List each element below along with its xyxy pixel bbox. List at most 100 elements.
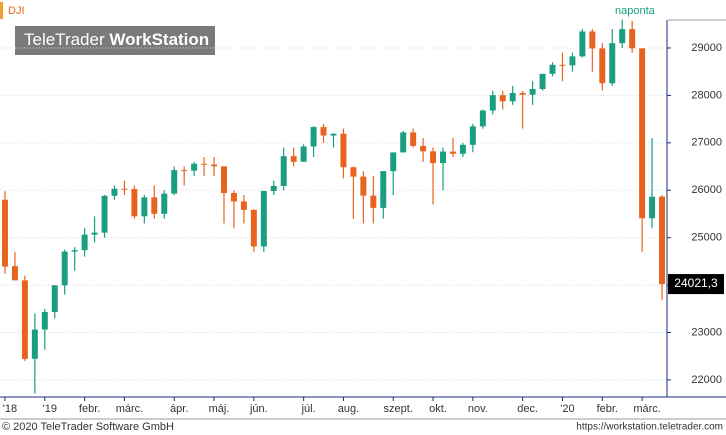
candle-body (230, 192, 237, 202)
candle-body (509, 92, 516, 102)
candle-body (330, 133, 337, 136)
candle-body (539, 73, 546, 89)
candle-body (599, 48, 606, 84)
candle-body (629, 29, 636, 49)
x-tick-label: márc. (633, 403, 661, 415)
candle-body (659, 196, 666, 285)
candle-body (300, 146, 307, 162)
interval-label: naponta (615, 5, 656, 17)
candle-body (171, 170, 178, 194)
candle-body (81, 234, 88, 251)
logo-brand: TeleTrader (24, 30, 105, 49)
candle-body (191, 163, 198, 171)
candle-body (479, 110, 486, 127)
candle-body (559, 64, 566, 66)
candle-body (320, 127, 327, 136)
y-tick-label: 23000 (691, 326, 722, 338)
y-tick-label: 27000 (691, 137, 722, 149)
x-tick-label: '19 (43, 403, 57, 415)
candle-body (221, 166, 227, 193)
candle-body (459, 144, 466, 154)
candle-body (489, 95, 496, 111)
y-tick-label: 29000 (691, 42, 722, 54)
candle-body (390, 152, 397, 172)
candle-body (1, 199, 8, 267)
candle-body (71, 250, 78, 252)
candle-body (11, 266, 18, 281)
candle-body (549, 64, 556, 74)
last-price-box (668, 274, 724, 295)
candle-body (639, 48, 646, 219)
candle-body (141, 197, 148, 217)
y-tick-label: 28000 (691, 89, 722, 101)
x-tick-label: febr. (597, 403, 618, 415)
x-tick-label: '18 (3, 403, 17, 415)
candle-body (380, 171, 387, 208)
candle-body (201, 163, 208, 165)
candle-body (440, 151, 446, 164)
y-tick-label: 26000 (691, 184, 722, 196)
candle-body (280, 156, 287, 186)
candle-body (649, 196, 656, 219)
x-tick-label: okt. (429, 403, 447, 415)
legend-entry: DJI (8, 5, 25, 17)
candle-body (51, 285, 58, 312)
candle-body (569, 56, 576, 66)
x-tick-label: szept. (384, 403, 413, 415)
candle-body (619, 29, 626, 44)
candle-body (400, 132, 407, 153)
copyright: © 2020 TeleTrader Software GmbH (2, 421, 174, 433)
x-tick-label: febr. (79, 403, 100, 415)
candle-body (529, 88, 536, 95)
candle-body (121, 188, 128, 190)
candle-body (240, 201, 247, 210)
candle-body (41, 311, 48, 330)
candle-body (370, 195, 377, 208)
logo-product: WorkStation (109, 30, 209, 49)
candle-body (609, 43, 616, 84)
candle-body (211, 164, 218, 167)
candle-body (310, 127, 317, 147)
x-tick-label: máj. (209, 403, 230, 415)
candle-body (31, 329, 38, 359)
x-tick-label: dec. (517, 403, 538, 415)
candle-body (151, 197, 158, 214)
x-tick-label: júl. (301, 403, 316, 415)
y-tick-label: 22000 (691, 374, 722, 386)
y-tick-label: 25000 (691, 232, 722, 244)
candle-body (449, 151, 456, 154)
x-tick-label: márc. (116, 403, 144, 415)
candle-body (579, 31, 586, 57)
candle-body (131, 189, 138, 217)
last-price-label: 24021,3 (674, 276, 718, 290)
candle-body (430, 151, 437, 164)
candle-body (499, 95, 506, 102)
candle-body (519, 92, 526, 95)
candle-body (290, 156, 297, 162)
x-tick-label: jún. (249, 403, 268, 415)
candle-body (111, 188, 118, 196)
candle-body (340, 133, 347, 168)
series-marker (0, 2, 3, 19)
candle-body (589, 31, 596, 49)
candle-body (410, 132, 417, 146)
candle-body (420, 145, 427, 152)
candle-body (61, 251, 68, 286)
logo-box (15, 26, 215, 55)
logo: TeleTrader WorkStation (24, 30, 209, 49)
x-tick-label: '20 (560, 403, 574, 415)
candle-body (260, 191, 267, 247)
x-tick-label: nov. (468, 403, 488, 415)
x-tick-label: aug. (338, 403, 359, 415)
candle-body (21, 280, 28, 359)
candle-body (91, 232, 98, 235)
candle-body (250, 209, 257, 247)
candle-body (181, 170, 188, 172)
candle-body (101, 195, 108, 233)
candle-body (350, 167, 357, 177)
candle-body (360, 176, 367, 196)
source-url: https://workstation.teletrader.com (576, 422, 723, 433)
candle-body (161, 193, 168, 214)
x-tick-label: ápr. (170, 403, 188, 415)
